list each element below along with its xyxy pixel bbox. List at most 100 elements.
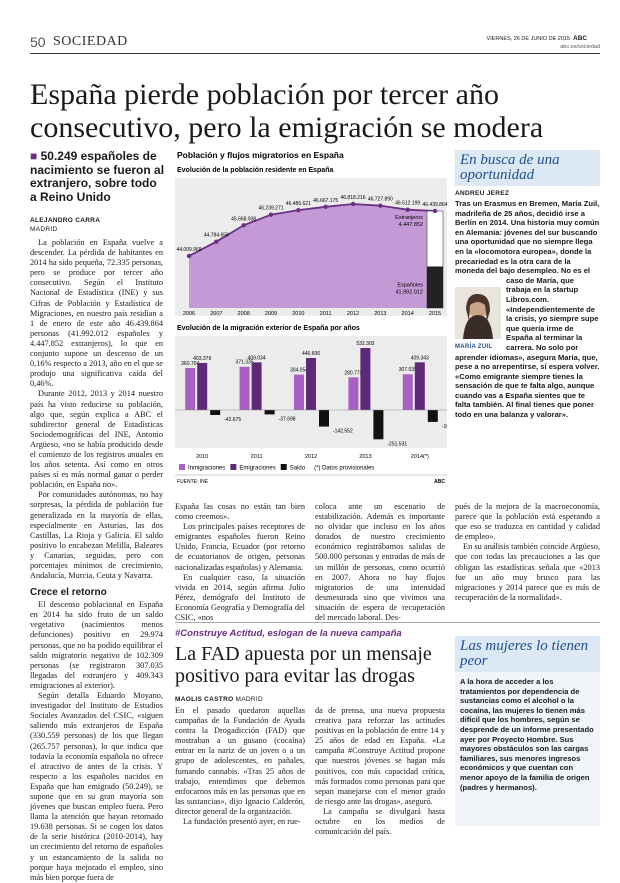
value-label: -142.552 — [333, 429, 353, 435]
value-label: 360.704 — [181, 361, 199, 367]
point — [432, 208, 438, 214]
value-label: -42.675 — [224, 417, 241, 423]
sidebar-2-text: A la hora de acceder a los tratamientos … — [455, 672, 600, 792]
legend-label: Saldo — [290, 466, 306, 472]
point — [268, 212, 274, 217]
value-label: 409.034 — [248, 355, 266, 361]
paragraph: En el pasado quedaron aquellas campañas … — [175, 706, 305, 816]
paragraph: El descenso poblacional en España en 201… — [30, 600, 163, 690]
value-label: -251.531 — [387, 441, 407, 447]
legend-label: Inmigraciones — [188, 466, 225, 472]
subhead: Crece el retorno — [30, 587, 107, 599]
paragraph: Los principales países receptores de emi… — [175, 522, 305, 572]
paragraph: España las cosas no están tan bien como … — [175, 502, 305, 522]
breakdown-name: Españoles — [397, 283, 423, 289]
point — [405, 207, 410, 212]
x-tick-label: 2011 — [251, 454, 263, 460]
column-2: España las cosas no están tan bien como … — [175, 502, 305, 623]
x-tick-label: 2010 — [292, 311, 304, 317]
x-tick-label: 2009 — [265, 311, 277, 317]
paragraph: «Independientemente de la crisis, yo sie… — [455, 304, 600, 420]
value-label: 45.668.938 — [231, 216, 256, 222]
value-label: 46.439.864 — [422, 202, 447, 208]
headline-2: La FAD apuesta por un mensaje positivo p… — [175, 643, 432, 687]
breakdown-name: Extranjeros — [395, 215, 423, 221]
x-tick-label: 2013 — [359, 454, 371, 460]
x-tick-label: 2014 — [402, 311, 414, 317]
column-5: En el pasado quedaron aquellas campañas … — [175, 706, 305, 827]
rule — [30, 53, 600, 54]
value-label: 46.512.199 — [395, 201, 420, 207]
paragraph: A la hora de acceder a los tratamientos … — [460, 677, 594, 792]
bar — [414, 362, 425, 410]
breakdown-bar — [426, 210, 444, 267]
bar — [348, 377, 359, 410]
value-label: 44.009.969 — [176, 247, 201, 253]
value-label: 280.772 — [344, 370, 362, 376]
chart-subtitle: Evolución de la migración exterior de Es… — [177, 325, 360, 332]
value-label: 446.606 — [302, 351, 320, 357]
chart-subtitle: Evolución de la población residente en E… — [177, 167, 333, 174]
paragraph: coloca ante un escenario de estabilizaci… — [315, 502, 445, 623]
sidebar-author: ANDREU JEREZ — [455, 190, 510, 197]
x-tick-label: 2015 — [429, 311, 441, 317]
area — [189, 204, 435, 308]
value-label: 371.335 — [236, 360, 254, 366]
kicker: #Construye Actitud, eslogan de la nueva … — [175, 628, 402, 639]
headline: España pierde población por tercer año c… — [30, 78, 544, 144]
paragraph: Durante 2012, 2013 y 2014 nuestro país h… — [30, 389, 163, 490]
x-tick-label: 2007 — [210, 311, 222, 317]
breakdown-bar — [426, 266, 444, 309]
page-number: 50 — [30, 34, 46, 50]
bar — [264, 410, 275, 415]
x-tick-label: 2012 — [347, 311, 359, 317]
point — [350, 201, 356, 207]
point — [214, 239, 219, 244]
sidebar-2: Las mujeres lo tienen peor A la hora de … — [455, 636, 600, 826]
bar — [239, 366, 250, 410]
legend-swatch — [280, 464, 287, 470]
legend-label: Emigraciones — [239, 466, 275, 472]
photo — [455, 287, 501, 339]
bar — [210, 410, 221, 415]
place: MADRID — [30, 226, 58, 233]
value-label: 44.784.659 — [204, 233, 229, 239]
bar — [306, 357, 316, 410]
value-label: 46.727.890 — [368, 197, 393, 203]
value-label: 304.054 — [290, 368, 308, 374]
date: VIERNES, 26 DE JUNIO DE 2015 — [486, 36, 570, 42]
paragraph: La población en España vuelve a descende… — [30, 238, 163, 389]
point — [186, 253, 192, 259]
paragraph: En cualquier caso, la situación vivida e… — [175, 572, 305, 623]
sidebar: En busca de una oportunidad ANDREU JEREZ… — [455, 150, 600, 420]
x-tick-label: 2013 — [374, 311, 386, 317]
chart-title: Población y flujos migratorios en España — [177, 150, 344, 160]
rule — [175, 622, 600, 623]
bar — [185, 367, 196, 410]
value-label: 46.667.175 — [313, 198, 338, 204]
bar — [197, 363, 208, 410]
bar — [294, 374, 304, 410]
column-6: da de prensa, una nueva propuesta creati… — [315, 706, 445, 837]
deck-text: 50.249 españoles de nacimiento se fueron… — [30, 149, 165, 204]
url: abc.es/sociedad — [560, 44, 600, 50]
point — [323, 204, 328, 209]
author-name: MAOLIS CASTRO — [175, 696, 234, 703]
chart: Población y flujos migratorios en España… — [175, 150, 447, 485]
line — [188, 203, 436, 257]
sidebar-text: MARÍA ZUIL Tras un Erasmus en Bremen, Ma… — [455, 199, 600, 420]
value-label: 46.818.216 — [340, 195, 365, 201]
section: SOCIEDAD — [53, 34, 128, 49]
paragraph: da de prensa, una nueva propuesta creati… — [315, 706, 445, 806]
legend-swatch — [179, 464, 185, 470]
chart-note: (*) Datos provisionales — [314, 466, 374, 472]
sidebar-title: En busca de una oportunidad — [455, 150, 600, 186]
breakdown-label: 4.447.852 — [399, 222, 423, 228]
x-tick-label: 2010 — [196, 454, 208, 460]
x-tick-label: 2008 — [238, 311, 250, 317]
point — [296, 207, 301, 213]
author: ALEJANDRO CARRA — [30, 217, 101, 224]
value-label: 532.303 — [356, 341, 374, 347]
sidebar-2-title: Las mujeres lo tienen peor — [455, 636, 600, 672]
point — [241, 223, 246, 228]
